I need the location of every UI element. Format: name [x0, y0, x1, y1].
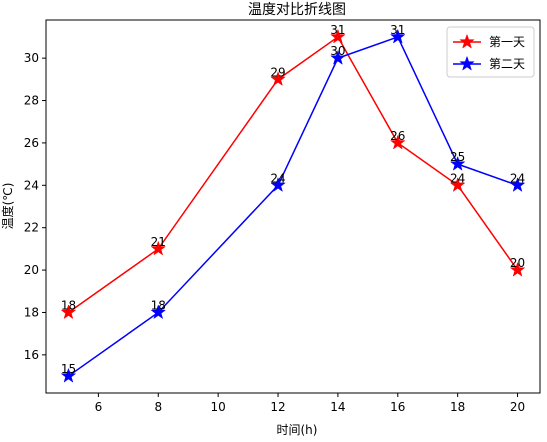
data-point-marker	[330, 28, 346, 44]
data-point-marker	[509, 261, 526, 277]
x-axis-title: 时间(h)	[277, 423, 318, 437]
data-label: 31	[330, 23, 345, 37]
x-tick-label: 10	[211, 400, 226, 414]
data-label: 29	[270, 65, 285, 79]
data-label: 21	[151, 235, 166, 249]
chart-title: 温度对比折线图	[248, 2, 346, 18]
data-label: 26	[390, 129, 405, 143]
x-tick-label: 6	[95, 400, 103, 414]
data-label: 15	[61, 362, 76, 376]
x-tick-label: 14	[330, 400, 345, 414]
data-point-marker	[509, 177, 526, 192]
y-tick-label: 24	[24, 178, 39, 192]
data-label: 18	[151, 298, 166, 312]
data-label: 24	[510, 171, 525, 185]
y-tick-label: 16	[24, 348, 39, 362]
axes-frame	[45, 19, 541, 394]
y-tick-label: 18	[24, 305, 39, 319]
x-tick-label: 18	[450, 400, 465, 414]
x-tick-label: 16	[390, 400, 405, 414]
data-point-marker	[270, 177, 286, 192]
data-point-marker	[330, 49, 346, 65]
data-point-marker	[60, 367, 77, 383]
y-tick-label: 28	[24, 94, 39, 108]
data-point-marker	[150, 240, 167, 256]
x-tick-label: 20	[510, 400, 525, 414]
y-axis-title: 温度(℃)	[0, 183, 15, 230]
plot-area: 18 21 29 31 26 24 20 15 18 24 30 31 25 24	[60, 23, 526, 383]
legend-marker	[459, 55, 475, 71]
x-tick-label: 12	[270, 400, 285, 414]
legend-marker	[459, 33, 475, 49]
data-label: 24	[450, 171, 465, 185]
y-tick-label: 22	[24, 221, 39, 235]
data-point-marker	[60, 304, 77, 320]
data-point-marker	[389, 134, 406, 150]
data-label: 20	[510, 256, 525, 270]
y-tick-label: 30	[24, 51, 39, 65]
data-point-marker	[150, 304, 167, 320]
legend-label: 第二天	[489, 57, 525, 71]
data-point-marker	[389, 28, 406, 44]
series-line-2	[68, 36, 518, 377]
legend-label: 第一天	[489, 35, 525, 49]
y-tick-label: 20	[24, 263, 39, 277]
data-label: 30	[330, 44, 345, 58]
x-tick-label: 8	[154, 400, 162, 414]
data-point-marker	[270, 71, 286, 87]
data-label: 24	[270, 171, 285, 185]
data-label: 31	[390, 23, 405, 37]
data-label: 18	[61, 298, 76, 312]
axes: 6 8 10 12 14 16 18 20 16 18 20 22 24 26 28 30	[24, 19, 541, 414]
y-tick-label: 26	[24, 136, 39, 150]
data-label: 25	[450, 150, 465, 164]
data-point-marker	[449, 155, 466, 171]
data-point-marker	[449, 177, 466, 192]
